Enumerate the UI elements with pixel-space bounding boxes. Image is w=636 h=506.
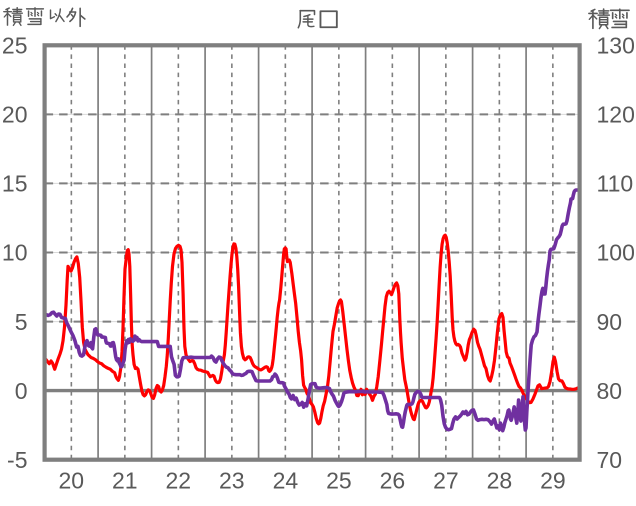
- svg-text:21: 21: [112, 467, 138, 493]
- svg-text:22: 22: [166, 467, 192, 493]
- svg-text:100: 100: [597, 240, 635, 266]
- svg-text:130: 130: [597, 33, 635, 59]
- svg-text:29: 29: [540, 467, 566, 493]
- svg-text:80: 80: [597, 378, 623, 404]
- svg-text:25: 25: [2, 33, 28, 59]
- svg-text:25: 25: [326, 467, 352, 493]
- svg-text:23: 23: [219, 467, 245, 493]
- svg-text:20: 20: [2, 102, 28, 128]
- svg-text:24: 24: [273, 467, 299, 493]
- svg-text:26: 26: [380, 467, 406, 493]
- svg-text:15: 15: [2, 171, 28, 197]
- svg-text:27: 27: [433, 467, 459, 493]
- svg-text:70: 70: [597, 447, 623, 473]
- svg-text:20: 20: [59, 467, 85, 493]
- svg-text:90: 90: [597, 309, 623, 335]
- svg-text:120: 120: [597, 102, 635, 128]
- svg-text:110: 110: [597, 171, 634, 197]
- svg-text:5: 5: [15, 309, 28, 335]
- svg-text:0: 0: [15, 378, 28, 404]
- svg-text:28: 28: [487, 467, 513, 493]
- svg-text:-5: -5: [7, 447, 27, 473]
- svg-text:10: 10: [2, 240, 28, 266]
